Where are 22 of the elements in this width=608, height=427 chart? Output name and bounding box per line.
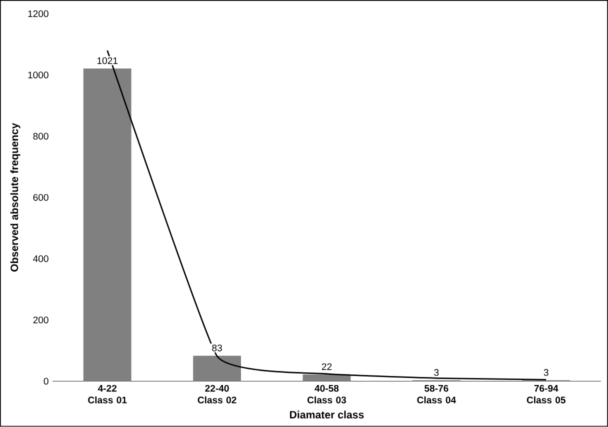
y-tick-label: 400 [33,255,48,262]
y-axis-title: Observed absolute frequency [10,123,20,272]
y-tick-label: 1000 [28,72,48,79]
data-label: 22 [322,363,332,370]
x-tick-label: 58-76 Class 04 [417,385,456,404]
x-tick-label: 76-94 Class 05 [526,385,566,404]
data-label: 83 [212,344,222,352]
x-axis-title: Diamater class [290,410,364,419]
x-tick-label: 4-22 Class 01 [88,385,127,404]
y-tick-label: 800 [33,132,48,140]
x-tick-label: 22-40 Class 02 [198,385,236,404]
y-tick-label: 1200 [28,10,48,18]
y-tick-label: 0 [44,378,48,385]
x-tick-label: 40-58 Class 03 [308,385,346,404]
bar [83,68,132,382]
y-tick-label: 200 [33,316,48,324]
bar [302,374,351,382]
y-tick-label: 600 [33,194,48,202]
bar [193,356,241,382]
data-label: 1021 [97,57,118,64]
data-label: 3 [544,369,548,376]
data-label: 3 [434,369,439,376]
